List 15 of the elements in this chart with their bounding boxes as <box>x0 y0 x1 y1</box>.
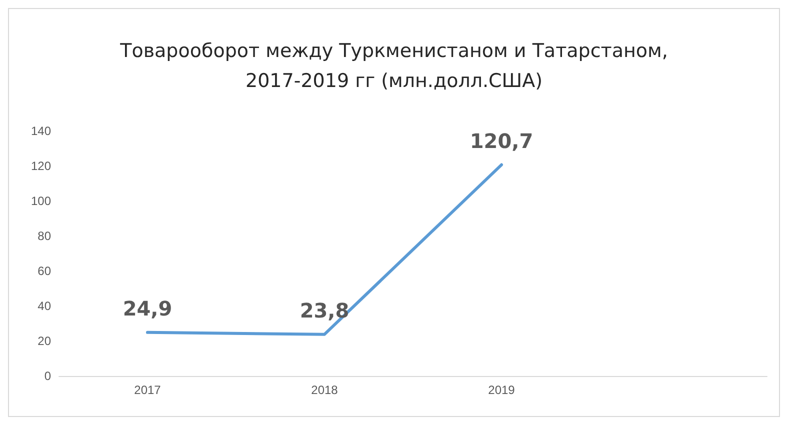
y-tick-label: 0 <box>44 369 52 383</box>
x-tick-label: 2019 <box>488 383 516 397</box>
y-tick-label: 100 <box>30 194 52 208</box>
y-tick-label: 40 <box>38 299 52 313</box>
data-label: 23,8 <box>300 298 350 322</box>
x-tick-label: 2017 <box>134 383 162 397</box>
y-tick-label: 120 <box>30 159 52 173</box>
chart-title: Товарооборот между Туркменистаном и Татарстаном, 2017-2019 гг (млн.долл.США) <box>119 40 668 92</box>
data-label: 120,7 <box>470 128 534 153</box>
y-tick-label: 80 <box>38 229 52 243</box>
y-tick-label: 20 <box>38 334 52 348</box>
y-tick-label: 60 <box>38 264 52 278</box>
data-label: 24,9 <box>122 296 172 320</box>
x-tick-label: 2018 <box>311 383 338 397</box>
y-tick-label: 140 <box>30 124 52 138</box>
